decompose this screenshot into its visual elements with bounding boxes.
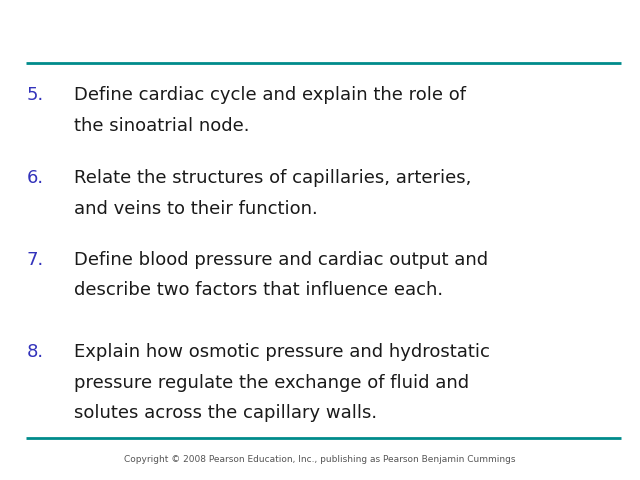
Text: pressure regulate the exchange of fluid and: pressure regulate the exchange of fluid … bbox=[74, 374, 468, 392]
Text: Relate the structures of capillaries, arteries,: Relate the structures of capillaries, ar… bbox=[74, 169, 471, 187]
Text: Explain how osmotic pressure and hydrostatic: Explain how osmotic pressure and hydrost… bbox=[74, 343, 490, 361]
Text: Copyright © 2008 Pearson Education, Inc., publishing as Pearson Benjamin Cumming: Copyright © 2008 Pearson Education, Inc.… bbox=[124, 456, 516, 464]
Text: 6.: 6. bbox=[26, 169, 44, 187]
Text: 8.: 8. bbox=[26, 343, 44, 361]
Text: Define cardiac cycle and explain the role of: Define cardiac cycle and explain the rol… bbox=[74, 86, 466, 105]
Text: Define blood pressure and cardiac output and: Define blood pressure and cardiac output… bbox=[74, 251, 488, 269]
Text: 5.: 5. bbox=[26, 86, 44, 105]
Text: solutes across the capillary walls.: solutes across the capillary walls. bbox=[74, 404, 377, 422]
Text: and veins to their function.: and veins to their function. bbox=[74, 200, 317, 217]
Text: the sinoatrial node.: the sinoatrial node. bbox=[74, 117, 249, 135]
Text: describe two factors that influence each.: describe two factors that influence each… bbox=[74, 281, 443, 299]
Text: 7.: 7. bbox=[26, 251, 44, 269]
